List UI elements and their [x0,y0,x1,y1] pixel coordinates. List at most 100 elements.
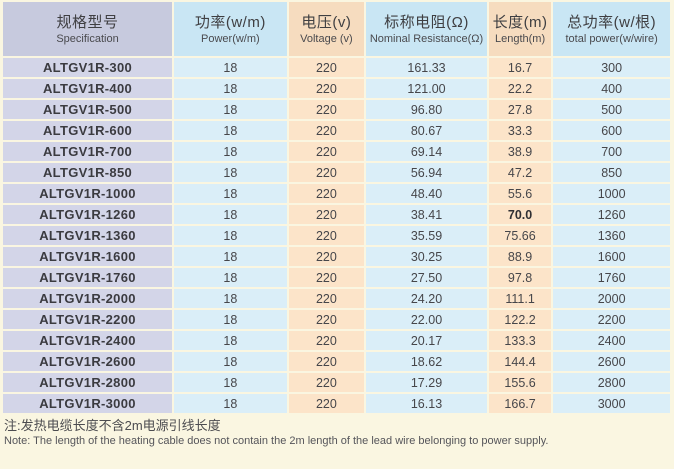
length-cell: 33.3 [488,121,552,140]
voltage-cell: 220 [288,352,365,371]
total-power-cell: 850 [553,163,670,182]
resistance-cell: 20.17 [366,331,487,350]
length-cell: 22.2 [488,79,552,98]
table-row: ALTGV1R-1000 18 220 48.40 55.6 1000 [3,184,670,203]
table-row: ALTGV1R-300 18 220 161.33 16.7 300 [3,58,670,77]
table-row: ALTGV1R-3000 18 220 16.13 166.7 3000 [3,394,670,413]
length-cell: 111.1 [488,289,552,308]
length-cell: 38.9 [488,142,552,161]
table-row: ALTGV1R-2000 18 220 24.20 111.1 2000 [3,289,670,308]
footnotes: 注:发热电缆长度不含2m电源引线长度 Note: The length of t… [0,415,674,448]
column-header-cn: 长度(m) [492,13,548,31]
resistance-cell: 35.59 [366,226,487,245]
voltage-cell: 220 [288,331,365,350]
table-row: ALTGV1R-1360 18 220 35.59 75.66 1360 [3,226,670,245]
table-row: ALTGV1R-1760 18 220 27.50 97.8 1760 [3,268,670,287]
length-cell: 55.6 [488,184,552,203]
resistance-cell: 22.00 [366,310,487,329]
table-row: ALTGV1R-2200 18 220 22.00 122.2 2200 [3,310,670,329]
length-cell: 122.2 [488,310,552,329]
total-power-cell: 300 [553,58,670,77]
voltage-cell: 220 [288,184,365,203]
resistance-cell: 24.20 [366,289,487,308]
total-power-cell: 2600 [553,352,670,371]
power-cell: 18 [174,142,287,161]
resistance-cell: 56.94 [366,163,487,182]
total-power-cell: 1260 [553,205,670,224]
resistance-cell: 27.50 [366,268,487,287]
length-cell: 47.2 [488,163,552,182]
voltage-cell: 220 [288,205,365,224]
model-cell: ALTGV1R-500 [3,100,173,119]
power-cell: 18 [174,352,287,371]
table-row: ALTGV1R-2800 18 220 17.29 155.6 2800 [3,373,670,392]
voltage-cell: 220 [288,58,365,77]
power-cell: 18 [174,289,287,308]
column-header-length: 长度(m) Length(m) [488,2,552,56]
power-cell: 18 [174,79,287,98]
total-power-cell: 2200 [553,310,670,329]
power-cell: 18 [174,268,287,287]
length-cell: 16.7 [488,58,552,77]
power-cell: 18 [174,121,287,140]
model-cell: ALTGV1R-300 [3,58,173,77]
total-power-cell: 2400 [553,331,670,350]
model-cell: ALTGV1R-3000 [3,394,173,413]
total-power-cell: 500 [553,100,670,119]
table-row: ALTGV1R-1600 18 220 30.25 88.9 1600 [3,247,670,266]
resistance-cell: 80.67 [366,121,487,140]
table-row: ALTGV1R-2600 18 220 18.62 144.4 2600 [3,352,670,371]
column-header-cn: 标称电阻(Ω) [384,13,469,31]
length-cell: 27.8 [488,100,552,119]
model-cell: ALTGV1R-2200 [3,310,173,329]
voltage-cell: 220 [288,310,365,329]
column-header-cn: 规格型号 [56,13,119,31]
table-row: ALTGV1R-2400 18 220 20.17 133.3 2400 [3,331,670,350]
power-cell: 18 [174,373,287,392]
resistance-cell: 18.62 [366,352,487,371]
length-cell: 144.4 [488,352,552,371]
column-header-cn: 电压(v) [301,13,352,31]
model-cell: ALTGV1R-1000 [3,184,173,203]
power-cell: 18 [174,100,287,119]
note-chinese: 注:发热电缆长度不含2m电源引线长度 [4,418,221,433]
table-row: ALTGV1R-400 18 220 121.00 22.2 400 [3,79,670,98]
model-cell: ALTGV1R-1360 [3,226,173,245]
power-cell: 18 [174,163,287,182]
model-cell: ALTGV1R-400 [3,79,173,98]
length-cell: 166.7 [488,394,552,413]
model-cell: ALTGV1R-700 [3,142,173,161]
column-header-en: Nominal Resistance(Ω) [369,32,484,45]
model-cell: ALTGV1R-1760 [3,268,173,287]
column-header-specification: 规格型号 Specification [3,2,173,56]
length-cell: 75.66 [488,226,552,245]
column-header-power: 功率(w/m) Power(w/m) [174,2,287,56]
total-power-cell: 2800 [553,373,670,392]
total-power-cell: 2000 [553,289,670,308]
power-cell: 18 [174,205,287,224]
voltage-cell: 220 [288,163,365,182]
voltage-cell: 220 [288,142,365,161]
column-header-nominal-resistance: 标称电阻(Ω) Nominal Resistance(Ω) [366,2,487,56]
voltage-cell: 220 [288,121,365,140]
column-header-en: Power(w/m) [201,32,260,45]
model-cell: ALTGV1R-850 [3,163,173,182]
table-row: ALTGV1R-850 18 220 56.94 47.2 850 [3,163,670,182]
column-header-en: total power(w/wire) [565,32,658,45]
column-header-en: Specification [56,32,119,45]
total-power-cell: 1600 [553,247,670,266]
voltage-cell: 220 [288,247,365,266]
voltage-cell: 220 [288,373,365,392]
model-cell: ALTGV1R-2600 [3,352,173,371]
power-cell: 18 [174,310,287,329]
power-cell: 18 [174,184,287,203]
column-header-cn: 总功率(w/根) [567,13,657,31]
table-row: ALTGV1R-1260 18 220 38.41 70.0 1260 [3,205,670,224]
model-cell: ALTGV1R-600 [3,121,173,140]
voltage-cell: 220 [288,79,365,98]
column-header-cn: 功率(w/m) [194,13,266,31]
resistance-cell: 17.29 [366,373,487,392]
power-cell: 18 [174,247,287,266]
power-cell: 18 [174,58,287,77]
resistance-cell: 16.13 [366,394,487,413]
